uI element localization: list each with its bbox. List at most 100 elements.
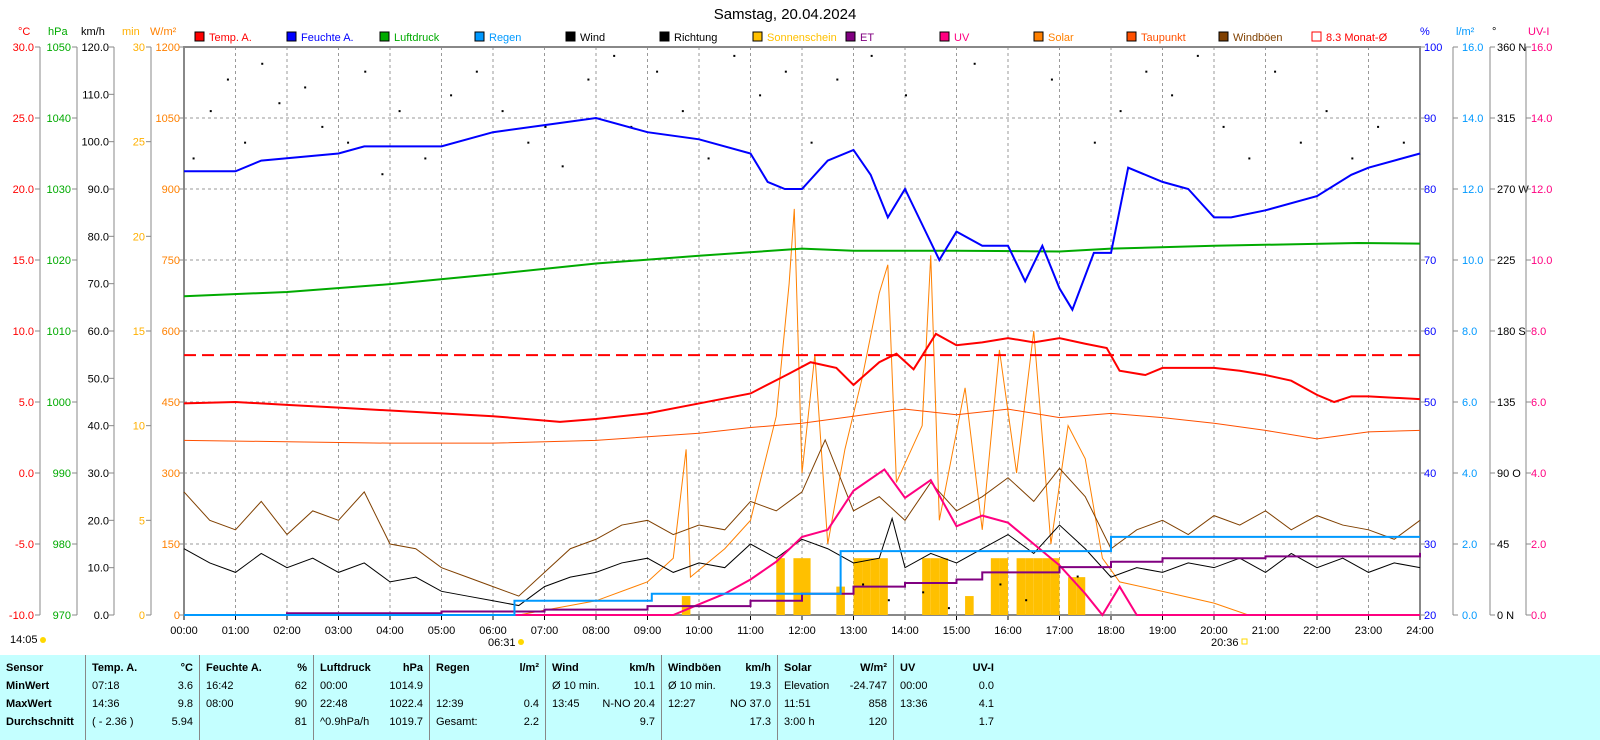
table-cell: 81 (294, 716, 307, 728)
table-cell: Wind (552, 662, 579, 674)
luftdruck-line (183, 241, 1421, 298)
y-tick-label: 970 (53, 610, 71, 622)
table-row: 07:18 3.6 (92, 677, 193, 695)
y-tick-label: 60 (1424, 326, 1436, 338)
table-cell: l/m² (519, 662, 539, 674)
table-row: Gesamt: 2.2 (436, 713, 539, 731)
table-row: Temp. A. °C (92, 659, 193, 677)
x-tick-label: 17:00 (1046, 625, 1074, 637)
table-row: ^0.9hPa/h 1019.7 (320, 713, 423, 731)
legend-swatch (565, 31, 576, 42)
direction-point (1377, 125, 1380, 128)
direction-point (862, 583, 865, 586)
sunrise-icon (518, 639, 524, 645)
table-row: 08:00 90 (206, 695, 307, 713)
direction-point (261, 62, 264, 65)
grid: 00:00 01:00 02:00 03:00 04:00 05:00 06:00 07:00… (170, 46, 1434, 637)
table-row: 9.7 (552, 713, 655, 731)
y-tick-label: 25.0 (13, 113, 34, 125)
y-tick-label: 2.0 (1531, 539, 1546, 551)
direction-point (1351, 157, 1354, 160)
direction-point (1093, 141, 1096, 144)
direction-point (209, 110, 212, 113)
table-cell: 12:27 (668, 698, 696, 710)
table-row: Ø 10 min. 19.3 (668, 677, 771, 695)
table-cell: Luftdruck (320, 662, 371, 674)
sunshine-bar (1025, 558, 1034, 615)
table-column: UV UV-I 00:00 0.0 13:36 4.1 1.7 (894, 655, 1000, 740)
sunshine-bar (836, 586, 845, 615)
y-tick-label: 4.0 (1462, 468, 1477, 480)
y-tick-label: 50 (1424, 397, 1436, 409)
table-row: Luftdruck hPa (320, 659, 423, 677)
axis-title: l/m² (1456, 26, 1475, 38)
table-row: Wind km/h (552, 659, 655, 677)
y-tick-label: 70 (1424, 255, 1436, 267)
table-row (436, 677, 539, 695)
sunshine-bar (793, 558, 802, 615)
table-cell: 12:39 (436, 698, 464, 710)
table-cell: MinWert (6, 680, 50, 692)
direction-point (784, 70, 787, 73)
x-tick-label: 09:00 (634, 625, 662, 637)
direction-point (381, 173, 384, 176)
taupunkt-line (183, 408, 1421, 444)
table-row: Solar W/m² (784, 659, 887, 677)
x-tick-label: 05:00 (428, 625, 456, 637)
table-cell: 16:42 (206, 680, 234, 692)
direction-point (887, 599, 890, 602)
y-tick-label: 80 (1424, 184, 1436, 196)
legend-label: Regen (489, 32, 521, 44)
y-tick-label: 990 (53, 468, 71, 480)
table-cell: Sensor (6, 662, 44, 674)
direction-point (1171, 94, 1174, 97)
y-tick-label: 1050 (156, 113, 180, 125)
x-tick-label: 24:00 (1406, 625, 1434, 637)
y-tick-label: 300 (162, 468, 180, 480)
y-tick-label: 0 (174, 610, 180, 622)
table-cell: km/h (629, 662, 655, 674)
x-tick-label: 01:00 (222, 625, 250, 637)
y-tick-label: 30 (1424, 539, 1436, 551)
table-column: Feuchte A.% 16:42 62 08:00 90 81 (200, 655, 314, 740)
direction-point (707, 157, 710, 160)
y-tick-label: 15 (133, 326, 145, 338)
table-cell: 2.2 (523, 716, 539, 728)
weather-chart: Samstag, 20.04.2024 Temp. A. Feuchte A. Lu… (9, 6, 1553, 649)
direction-point (527, 141, 530, 144)
x-tick-label: 13:00 (840, 625, 868, 637)
table-cell: 0.4 (523, 698, 539, 710)
y-tick-label: 60.0 (88, 326, 109, 338)
table-column: Windböen km/h Ø 10 min. 19.3 12:27 NO 37.0 17.… (662, 655, 778, 740)
y-tick-label: 5.0 (19, 397, 34, 409)
legend-swatch (1033, 31, 1044, 42)
table-cell: 62 (294, 680, 307, 692)
y-tick-label: 2.0 (1462, 539, 1477, 551)
table-cell: Ø 10 min. (668, 680, 716, 692)
y-tick-label: 8.0 (1531, 326, 1546, 338)
y-tick-label: 70.0 (88, 279, 109, 291)
table-cell: Gesamt: (436, 716, 478, 728)
direction-point (1119, 110, 1122, 113)
direction-point (501, 110, 504, 113)
table-row: 00:00 0.0 (900, 677, 994, 695)
y-tick-label: 180 S (1497, 326, 1526, 338)
y-tick-label: 90 (1424, 113, 1436, 125)
table-row: 1.7 (900, 713, 994, 731)
table-cell: 1019.7 (389, 716, 423, 728)
y-tick-label: 12.0 (1462, 184, 1483, 196)
axis-title: W/m² (150, 26, 177, 38)
legend-swatch (194, 31, 205, 42)
y-tick-label: 100 (1424, 42, 1442, 54)
table-cell: 13:36 (900, 698, 928, 710)
table-row: 11:51 858 (784, 695, 887, 713)
sunrise-time: 06:31 (488, 637, 516, 649)
table-cell: 17.3 (749, 716, 771, 728)
table-cell: 13:45 (552, 698, 580, 710)
x-tick-label: 23:00 (1355, 625, 1383, 637)
table-cell: 00:00 (320, 680, 348, 692)
x-tick-label: 21:00 (1252, 625, 1280, 637)
solar-line (184, 208, 1420, 616)
direction-point (1274, 70, 1277, 73)
y-tick-label: 360 N (1497, 42, 1526, 54)
